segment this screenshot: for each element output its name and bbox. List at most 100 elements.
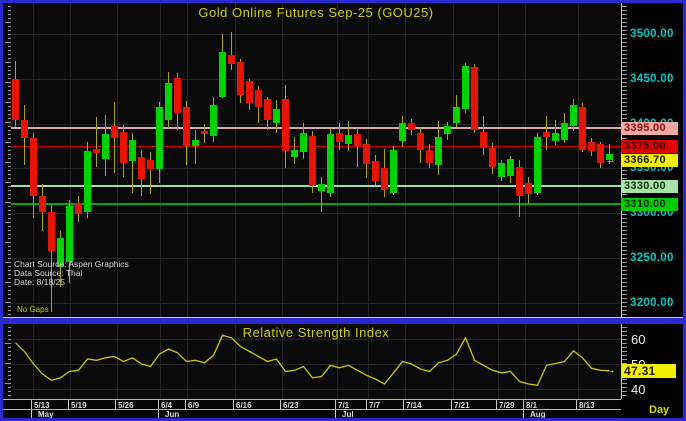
price-axis-label: 3450.00	[630, 72, 674, 85]
rsi-line	[15, 334, 610, 387]
date-tick-separator	[451, 400, 452, 409]
candle-body	[192, 139, 199, 146]
candle-body	[66, 206, 73, 262]
candle-body	[138, 156, 145, 180]
periodicity-label[interactable]: Day	[649, 404, 670, 416]
candle-body	[210, 104, 217, 137]
candle-body	[255, 89, 262, 107]
grid-line-horizontal	[11, 303, 621, 304]
grid-line-vertical	[337, 3, 338, 317]
panel-separator[interactable]	[3, 318, 683, 324]
grid-line-vertical	[70, 3, 71, 317]
grid-line-vertical	[235, 3, 236, 317]
candle-body	[21, 120, 28, 138]
candle-body	[534, 137, 541, 193]
price-axis-label: 3500.00	[630, 27, 674, 40]
price-level-line	[11, 185, 621, 188]
candle-body	[543, 131, 550, 138]
price-level-badge: 3395.00	[621, 122, 678, 136]
grid-line-horizontal	[11, 258, 621, 260]
candle-body	[57, 238, 64, 268]
candle-body	[480, 131, 487, 148]
grid-line-vertical	[337, 324, 338, 399]
price-level-badge: 3310.00	[621, 198, 678, 212]
candle-body	[417, 132, 424, 150]
candle-body	[246, 81, 253, 103]
last-price-arrow-icon: →	[605, 154, 616, 166]
candle-wick	[357, 128, 358, 167]
candle-wick	[195, 129, 196, 164]
candle-body	[363, 144, 370, 164]
chart-source-annotation: Chart Source: Aspen Graphics	[14, 259, 129, 269]
rsi-last-value-arrow-icon: →	[605, 364, 616, 377]
candle-body	[552, 132, 559, 141]
grid-line-vertical	[525, 3, 526, 317]
date-tick-separator	[68, 400, 69, 409]
price-level-badge: 3375.00	[621, 140, 678, 153]
date-tick-separator	[233, 400, 234, 409]
month-tick-separator	[31, 410, 32, 418]
grid-line-vertical	[368, 324, 369, 399]
date-tick-separator	[523, 400, 524, 409]
candle-body	[507, 158, 514, 176]
candle-body	[453, 107, 460, 123]
date-tick-separator	[366, 400, 367, 409]
grid-line-vertical	[33, 324, 34, 399]
grid-line-vertical	[235, 324, 236, 399]
candle-body	[84, 151, 91, 213]
grid-line-vertical	[578, 324, 579, 399]
candle-body	[345, 135, 352, 145]
candle-wick	[321, 177, 322, 213]
candle-body	[75, 202, 82, 215]
date-tick-label: 7/21	[454, 400, 470, 410]
date-tick-label: 7/29	[499, 400, 515, 410]
candle-body	[354, 134, 361, 146]
candle-body	[264, 99, 271, 120]
date-tick-label: 5/13	[34, 400, 50, 410]
last-price-badge: 3366.70	[621, 154, 678, 167]
date-tick-label: 6/4	[161, 400, 173, 410]
date-tick-label: 6/23	[283, 400, 299, 410]
candle-body	[30, 137, 37, 197]
candle-body	[426, 149, 433, 164]
candle-body	[147, 159, 154, 170]
month-tick-label: Jul	[342, 410, 354, 419]
rsi-axis-label: 60	[631, 332, 646, 347]
candle-body	[156, 107, 163, 170]
date-tick-separator	[280, 400, 281, 409]
price-level-line	[11, 145, 621, 147]
date-tick-label: 7/7	[369, 400, 381, 410]
grid-line-vertical	[405, 3, 406, 317]
candle-body	[444, 126, 451, 135]
price-level-line	[11, 203, 621, 206]
grid-line-horizontal	[11, 78, 621, 80]
rsi-plot[interactable]: Relative Strength Index →	[11, 324, 621, 399]
month-tick-separator	[158, 410, 159, 418]
date-tick-label: 6/9	[188, 400, 200, 410]
rsi-left-ruler	[3, 324, 11, 399]
grid-line-horizontal	[11, 33, 621, 35]
candle-body	[12, 78, 19, 120]
candle-body	[525, 182, 532, 195]
candle-body	[102, 134, 109, 160]
date-tick-label: 8/13	[579, 400, 595, 410]
main-left-ruler	[3, 3, 11, 317]
price-level-line	[11, 127, 621, 130]
x-axis-label-rows: 5/13 5/19 5/26 6/4 6/9 6/16 6/23 7/1 7/7 7/14 7/21…	[3, 399, 621, 418]
grid-line-vertical	[187, 3, 188, 317]
main-price-plot[interactable]: Gold Online Futures Sep-25 (GOU25) Chart…	[11, 3, 621, 317]
grid-line-horizontal	[11, 123, 621, 125]
date-tick-separator	[496, 400, 497, 409]
date-tick-separator	[31, 400, 32, 409]
candle-body	[93, 148, 100, 154]
candle-body	[381, 168, 388, 190]
candle-body	[390, 149, 397, 193]
grid-line-vertical	[70, 324, 71, 399]
main-chart-title: Gold Online Futures Sep-25 (GOU25)	[198, 5, 434, 20]
date-tick-label: 5/19	[71, 400, 87, 410]
candle-body	[588, 141, 595, 152]
date-tick-separator	[185, 400, 186, 409]
candle-body	[516, 166, 523, 197]
candle-body	[372, 161, 379, 181]
